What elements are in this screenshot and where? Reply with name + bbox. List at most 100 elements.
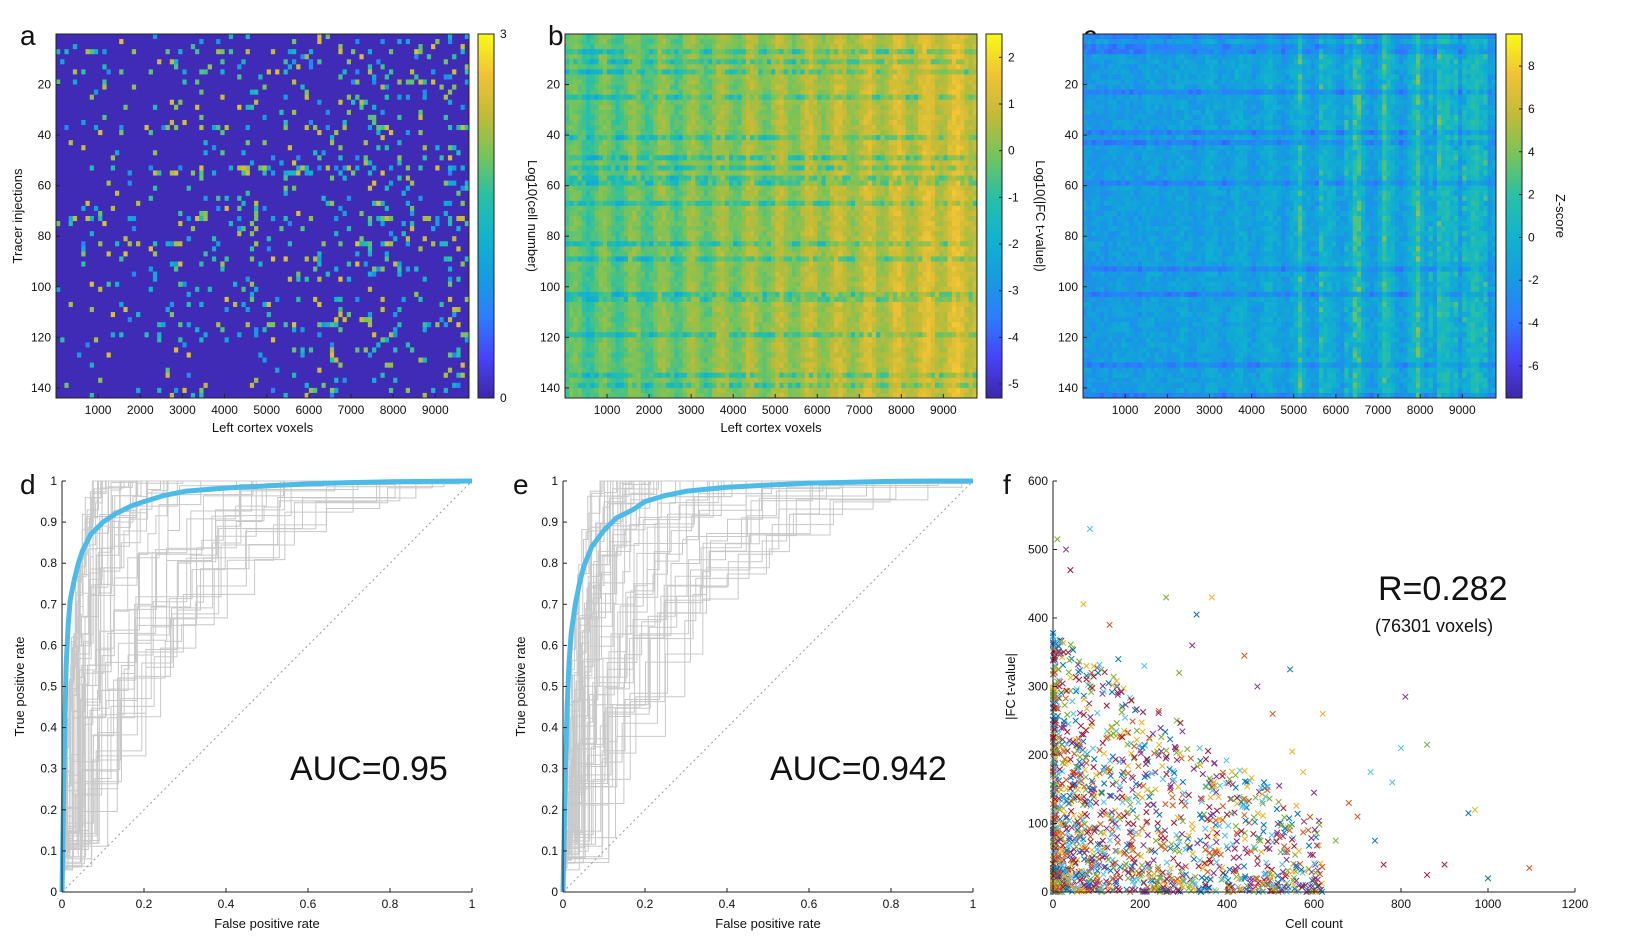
heatmap-cell: [410, 145, 415, 151]
heatmap-cell: [72, 114, 78, 121]
heatmap-cell: [72, 119, 78, 126]
heatmap-cell: [380, 130, 386, 136]
heatmap-cell: [157, 150, 162, 156]
heatmap-cell: [321, 74, 327, 80]
heatmap-cell: [224, 216, 230, 222]
heatmap-cell: [93, 165, 99, 171]
heatmap-cell: [110, 69, 116, 75]
heatmap-cell: [199, 59, 204, 65]
heatmap-cell: [136, 155, 141, 161]
heatmap-cell: [224, 271, 230, 278]
heatmap-cell: [131, 170, 137, 176]
heatmap-cell: [123, 64, 129, 70]
heatmap-cell: [148, 160, 154, 166]
heatmap-cell: [89, 44, 95, 50]
heatmap-cell: [296, 170, 301, 176]
heatmap-cell: [64, 94, 70, 101]
heatmap-cell: [304, 165, 310, 171]
heatmap-cell: [401, 160, 407, 166]
heatmap-cell: [77, 49, 82, 55]
heatmap-cell: [452, 89, 457, 96]
heatmap-cell: [355, 165, 360, 171]
heatmap-cell: [304, 251, 310, 257]
heatmap-cell: [279, 286, 284, 293]
heatmap-cell: [249, 54, 255, 60]
heatmap-cell: [64, 104, 70, 111]
heatmap-cell: [376, 54, 381, 60]
heatmap-cell: [388, 241, 394, 247]
heatmap-cell: [367, 34, 373, 40]
heatmap-cell: [325, 130, 331, 136]
heatmap-cell: [195, 119, 200, 126]
heatmap-cell: [266, 49, 272, 55]
heatmap-cell: [233, 59, 238, 65]
heatmap-cell: [270, 256, 276, 262]
heatmap-cell: [169, 286, 175, 293]
heatmap-cell: [456, 125, 461, 131]
heatmap-cell: [262, 170, 268, 176]
heatmap-cell: [464, 256, 470, 262]
heatmap-cell: [161, 54, 166, 60]
heatmap-cell: [56, 74, 61, 80]
heatmap-cell: [287, 94, 293, 101]
heatmap-cell: [355, 34, 360, 40]
heatmap-cell: [435, 130, 440, 136]
heatmap-cell: [157, 226, 162, 232]
heatmap-cell: [161, 104, 166, 111]
heatmap-cell: [275, 226, 280, 232]
heatmap-cell: [258, 165, 263, 171]
heatmap-cell: [346, 54, 352, 60]
heatmap-cell: [186, 135, 192, 141]
heatmap-cell: [456, 44, 461, 50]
heatmap-cell: [384, 251, 390, 257]
heatmap-cell: [110, 180, 116, 187]
heatmap-cell: [270, 266, 276, 273]
heatmap-cell: [372, 175, 377, 182]
heatmap-cell: [106, 130, 112, 136]
heatmap-cell: [287, 44, 293, 50]
heatmap-cell: [127, 155, 133, 161]
heatmap-cell: [203, 104, 209, 111]
heatmap-cell: [89, 195, 95, 202]
heatmap-cell: [376, 170, 381, 176]
heatmap-cell: [443, 94, 449, 101]
heatmap-cell: [329, 251, 335, 257]
heatmap-cell: [249, 180, 255, 187]
heatmap-cell: [296, 155, 301, 161]
heatmap-cell: [199, 109, 204, 116]
heatmap-cell: [161, 266, 166, 273]
heatmap-cell: [460, 140, 466, 146]
heatmap-cell: [393, 261, 398, 267]
heatmap-cell: [64, 84, 70, 91]
heatmap-cell: [102, 74, 107, 80]
heatmap-cell: [317, 185, 322, 192]
heatmap-cell: [283, 266, 289, 273]
heatmap-cell: [220, 59, 225, 65]
heatmap-cell: [321, 59, 327, 65]
heatmap-cell: [431, 236, 436, 242]
heatmap-cell: [64, 241, 70, 247]
heatmap-cell: [334, 69, 339, 75]
heatmap-cell: [123, 39, 129, 45]
heatmap-cell: [380, 175, 386, 182]
heatmap-cell: [211, 145, 217, 151]
heatmap-cell: [81, 195, 86, 202]
heatmap-cell: [334, 185, 339, 192]
heatmap-cell: [258, 266, 263, 273]
heatmap-cell: [89, 271, 95, 278]
heatmap-cell: [405, 79, 411, 85]
heatmap-cell: [199, 261, 204, 267]
heatmap-cell: [334, 140, 339, 146]
heatmap-cell: [410, 79, 415, 85]
heatmap-cell: [174, 140, 179, 146]
heatmap-cell: [207, 130, 213, 136]
heatmap-cell: [249, 99, 255, 106]
heatmap-cell: [64, 54, 70, 60]
heatmap-cell: [241, 256, 247, 262]
heatmap-cell: [308, 256, 314, 262]
heatmap-cell: [414, 175, 419, 182]
heatmap-cell: [313, 54, 318, 60]
heatmap-cell: [435, 79, 440, 85]
heatmap-cell: [443, 34, 449, 40]
heatmap-cell: [397, 34, 402, 40]
